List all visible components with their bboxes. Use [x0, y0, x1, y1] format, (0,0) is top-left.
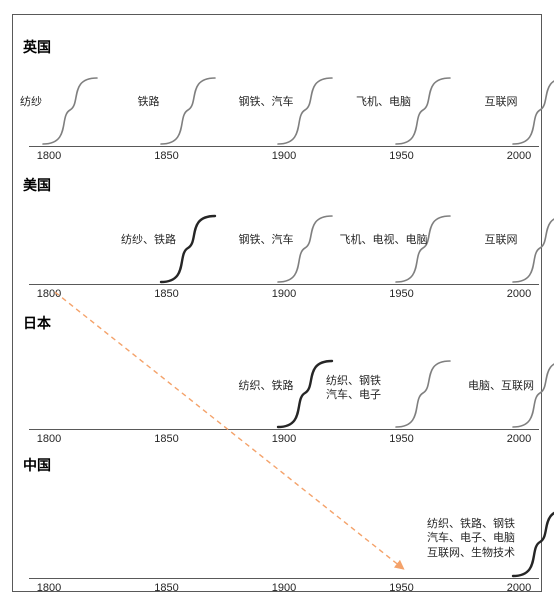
panel-0: 英国 1800 1850 1900 1950 2000 纺纱 铁路 钢铁、汽车 飞机、电脑 互联网 [13, 37, 541, 173]
curve-label: 铁路 [138, 95, 160, 110]
x-tick: 1950 [389, 150, 413, 162]
curve-label: 飞机、电视、电脑 [340, 233, 428, 248]
panel-title: 英国 [23, 37, 51, 57]
panel-2: 日本 1800 1850 1900 1950 2000 纺织、铁路 纺织、钢铁 汽车、电子 电脑… [13, 313, 541, 455]
x-tick: 1800 [37, 582, 61, 594]
x-tick: 1900 [272, 150, 296, 162]
curve-label: 飞机、电脑 [356, 95, 411, 110]
s-curve [41, 76, 99, 146]
curve-label: 钢铁、汽车 [239, 95, 294, 110]
x-axis [29, 284, 539, 285]
x-tick: 2000 [507, 582, 531, 594]
s-curve [159, 214, 217, 284]
curve-label: 纺纱、铁路 [121, 233, 176, 248]
x-tick: 1800 [37, 288, 61, 300]
panel-title: 中国 [23, 455, 51, 475]
x-axis [29, 429, 539, 430]
x-tick: 2000 [507, 150, 531, 162]
x-tick: 1950 [389, 582, 413, 594]
curve-label: 纺织、铁路 [239, 379, 294, 394]
curve-label: 纺纱 [20, 95, 42, 110]
curve-label: 互联网 [485, 95, 518, 110]
x-tick: 1900 [272, 582, 296, 594]
x-tick: 1850 [154, 433, 178, 445]
x-tick: 2000 [507, 288, 531, 300]
panel-title: 日本 [23, 313, 51, 333]
s-curve [394, 214, 452, 284]
x-tick: 1900 [272, 433, 296, 445]
curve-label: 钢铁、汽车 [239, 233, 294, 248]
s-curve [394, 359, 452, 429]
panel-1: 美国 1800 1850 1900 1950 2000 纺纱、铁路 钢铁、汽车 飞机、电视、电脑… [13, 175, 541, 311]
x-tick: 1950 [389, 288, 413, 300]
s-curve [511, 76, 554, 146]
s-curve [276, 76, 334, 146]
x-tick: 2000 [507, 433, 531, 445]
x-tick: 1850 [154, 150, 178, 162]
s-curve [511, 359, 554, 429]
curve-label: 纺织、铁路、钢铁 汽车、电子、电脑 互联网、生物技术 [427, 517, 515, 562]
s-curve [511, 214, 554, 284]
x-axis [29, 146, 539, 147]
x-tick: 1900 [272, 288, 296, 300]
curve-label: 纺织、钢铁 汽车、电子 [326, 374, 381, 404]
x-tick: 1850 [154, 582, 178, 594]
x-tick: 1850 [154, 288, 178, 300]
x-tick: 1800 [37, 433, 61, 445]
panel-3: 中国 1800 1850 1900 1950 2000 纺织、铁路、钢铁 汽车、电子、电脑 … [13, 455, 541, 601]
panel-title: 美国 [23, 175, 51, 195]
x-axis [29, 578, 539, 579]
x-tick: 1950 [389, 433, 413, 445]
s-curve [511, 508, 554, 578]
curve-label: 互联网 [485, 233, 518, 248]
s-curve [276, 214, 334, 284]
x-tick: 1800 [37, 150, 61, 162]
curve-label: 电脑、互联网 [468, 379, 534, 394]
chart-frame: 英国18001850190019502000纺纱铁路钢铁、汽车飞机、电脑互联网美… [12, 14, 542, 592]
s-curve [159, 76, 217, 146]
chart-stage: 英国18001850190019502000纺纱铁路钢铁、汽车飞机、电脑互联网美… [0, 0, 554, 603]
s-curve [394, 76, 452, 146]
